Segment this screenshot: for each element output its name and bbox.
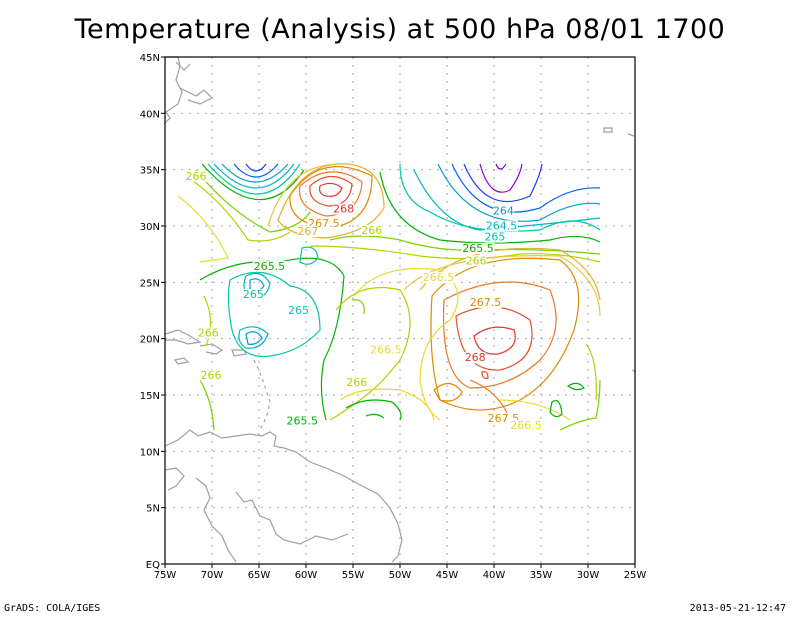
contour-lines [177,163,601,431]
contour-label-bg [333,203,354,215]
x-tick-label: 60W [295,570,318,581]
contour-label: 265.5 [254,260,286,273]
contour-labels: 266267.5267268266264264.5265265.5266265.… [186,170,543,432]
contour-label-bg [346,376,368,388]
contour-label: 265 [243,288,264,301]
x-tick-label: 50W [389,570,412,581]
y-tick-label: 30N [140,222,160,233]
contour-label: 266.5 [370,343,402,356]
contour-label: 266 [361,224,382,237]
south-america-coast [164,429,403,563]
north-america-coast [163,56,183,125]
contour-label: 267.5 [470,296,502,309]
contour-label-bg [252,260,286,272]
y-tick-label: EQ [146,560,160,571]
contour-label: 268 [465,351,486,364]
map-title: Temperature (Analysis) at 500 hPa 08/01 … [74,14,726,45]
contour-label: 265.5 [286,414,318,427]
contour-label: 265 [484,231,505,244]
contour-label-bg [485,220,519,232]
contour-label-bg [465,255,487,267]
x-tick-label: 25W [624,570,647,581]
contour-label-bg [243,289,264,301]
x-tick-label: 40W [483,570,506,581]
contour-label-bg [486,413,520,425]
grid-lines [165,57,635,564]
contour-label-bg [200,370,222,382]
y-tick-label: 35N [140,166,160,177]
contour-label-bg [509,419,543,431]
contour-label-bg [484,231,506,243]
contour-label: 267 [297,225,318,238]
y-tick-label: 20N [140,335,160,346]
y-tick-label: 40N [140,109,160,120]
contour-label: 265.5 [462,242,494,255]
x-tick-label: 70W [201,570,224,581]
contour-label: 265 [288,304,309,317]
x-tick-label: 65W [248,570,271,581]
contour-label: 266 [201,369,222,382]
contour-label-bg [422,272,456,284]
contour-label: 264.5 [486,219,518,232]
longitude-ticks: 75W 70W 65W 60W 55W 50W 45W 40W 35W 30W 25W [154,564,647,581]
contour-label-bg [285,415,319,427]
contour-label-bg [464,352,486,364]
y-tick-label: 45N [140,53,160,64]
x-tick-label: 35W [530,570,553,581]
lesser-antilles [253,359,271,431]
contour-label-bg [297,226,319,238]
map-frame [164,56,636,565]
x-tick-label: 45W [436,570,459,581]
contour-label: 266 [186,170,207,183]
contour-label: 266.5 [510,419,542,432]
greater-antilles [164,329,202,345]
contour-label-bg [185,170,207,182]
contour-label-bg [493,205,514,217]
footer-timestamp: 2013-05-21-12:47 [689,603,786,614]
contour-label: 266.5 [423,271,455,284]
y-tick-label: 15N [140,391,160,402]
contour-label: 264 [493,205,514,218]
y-tick-label: 10N [140,447,160,458]
contour-label-bg [288,304,309,316]
contour-label: 266 [346,376,367,389]
footer-credit: GrADS: COLA/IGES [4,603,101,614]
contour-label-bg [307,218,341,230]
y-tick-label: 25N [140,278,160,289]
x-tick-label: 30W [577,570,600,581]
y-tick-label: 5N [146,504,160,515]
x-tick-label: 55W [342,570,365,581]
contour-label: 266 [466,254,487,267]
contour-label: 266 [198,326,219,339]
contour-label-bg [469,296,503,308]
coastline-shapes [163,56,637,563]
contour-label-bg [369,344,403,356]
contour-label: 268 [333,202,354,215]
contour-label-bg [361,224,383,236]
contour-label-bg [461,242,495,254]
contour-label-bg [197,327,219,339]
latitude-ticks: EQ 5N 10N 15N 20N 25N 30N 35N 40N 45N [140,53,165,571]
x-tick-label: 75W [154,570,177,581]
